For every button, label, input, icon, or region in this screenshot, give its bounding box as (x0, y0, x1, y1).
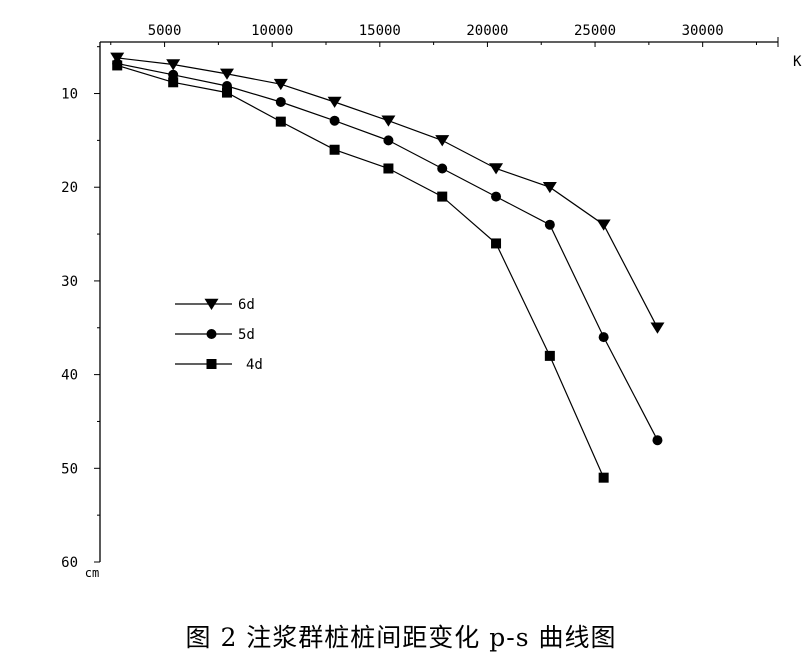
data-point-4d (437, 191, 448, 202)
x-tick-label: 30000 (682, 23, 724, 39)
data-point-6d (219, 68, 234, 80)
legend: 6d 5d 4d (175, 297, 263, 373)
data-point-6d (489, 163, 504, 175)
data-point-4d (221, 87, 232, 98)
y-tick-label: 10 (61, 87, 78, 103)
data-point-4d (329, 144, 340, 155)
data-point-4d (112, 60, 123, 71)
y-axis-unit-label: cm (85, 566, 99, 580)
data-point-4d (275, 116, 286, 127)
legend-item-4d: 4d (175, 357, 263, 373)
data-point-4d (544, 350, 555, 361)
data-point-6d (596, 219, 611, 231)
data-point-6d (273, 78, 288, 91)
legend-marker-4d (206, 359, 217, 369)
data-point-5d (544, 219, 555, 230)
x-tick-label: 15000 (359, 23, 401, 39)
x-tick-label: 10000 (251, 23, 293, 39)
y-tick-label: 50 (61, 461, 78, 477)
legend-item-5d: 5d (175, 327, 255, 343)
data-point-6d (435, 135, 450, 147)
data-point-5d (491, 191, 502, 202)
data-point-4d (491, 238, 502, 249)
data-point-5d (652, 435, 663, 446)
data-point-5d (275, 96, 286, 107)
data-point-5d (329, 115, 340, 126)
x-axis-label: K (793, 54, 802, 70)
data-point-5d (383, 135, 394, 146)
legend-marker-5d (206, 329, 217, 339)
data-point-4d (168, 77, 179, 88)
legend-label: 5d (238, 327, 255, 343)
data-point-6d (542, 181, 557, 194)
series-line-4d (117, 64, 605, 478)
legend-marker-6d (204, 298, 219, 310)
data-point-6d (650, 322, 665, 334)
data-point-6d (110, 52, 125, 64)
axes (99, 41, 778, 562)
x-tick-label: 20000 (466, 23, 508, 39)
data-point-6d (166, 59, 181, 71)
data-point-6d (381, 115, 396, 127)
data-point-4d (383, 163, 394, 174)
series-4d (112, 60, 609, 483)
axis-ticks: 5000 10000 15000 20000 25000 30000 K 10 20 30 40 50… (61, 23, 802, 580)
data-point-5d (598, 332, 609, 343)
data-point-5d (437, 163, 448, 174)
series-line-6d (117, 57, 659, 329)
legend-label: 6d (238, 297, 255, 313)
figure-caption: 图 2 注浆群桩桩间距变化 p-s 曲线图 (185, 623, 617, 652)
y-tick-label: 20 (61, 180, 78, 196)
legend-item-6d: 6d (175, 297, 255, 313)
x-tick-label: 5000 (148, 23, 182, 39)
data-point-6d (327, 96, 342, 108)
series-6d (110, 52, 665, 334)
y-tick-label: 60 (61, 555, 78, 571)
series-group (110, 52, 665, 483)
y-tick-label: 40 (61, 368, 78, 384)
data-point-4d (598, 472, 609, 483)
legend-label: 4d (246, 357, 263, 373)
x-tick-label: 25000 (574, 23, 616, 39)
y-tick-label: 30 (61, 274, 78, 290)
